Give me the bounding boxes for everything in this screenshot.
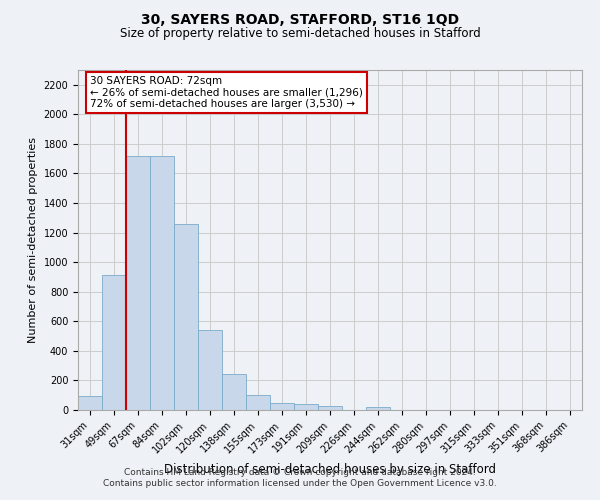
Bar [270, 402, 294, 410]
Text: Size of property relative to semi-detached houses in Stafford: Size of property relative to semi-detach… [119, 28, 481, 40]
Bar [150, 156, 174, 410]
Bar [294, 404, 318, 410]
Bar [366, 407, 390, 410]
Bar [174, 224, 198, 410]
Text: 30, SAYERS ROAD, STAFFORD, ST16 1QD: 30, SAYERS ROAD, STAFFORD, ST16 1QD [141, 12, 459, 26]
Bar [198, 330, 222, 410]
X-axis label: Distribution of semi-detached houses by size in Stafford: Distribution of semi-detached houses by … [164, 463, 496, 476]
Bar [126, 156, 150, 410]
Bar [246, 395, 270, 410]
Bar [222, 374, 246, 410]
Bar [78, 396, 102, 410]
Y-axis label: Number of semi-detached properties: Number of semi-detached properties [28, 137, 38, 343]
Text: 30 SAYERS ROAD: 72sqm
← 26% of semi-detached houses are smaller (1,296)
72% of s: 30 SAYERS ROAD: 72sqm ← 26% of semi-deta… [90, 76, 363, 109]
Bar [102, 276, 126, 410]
Bar [318, 406, 342, 410]
Text: Contains HM Land Registry data © Crown copyright and database right 2024.
Contai: Contains HM Land Registry data © Crown c… [103, 468, 497, 487]
